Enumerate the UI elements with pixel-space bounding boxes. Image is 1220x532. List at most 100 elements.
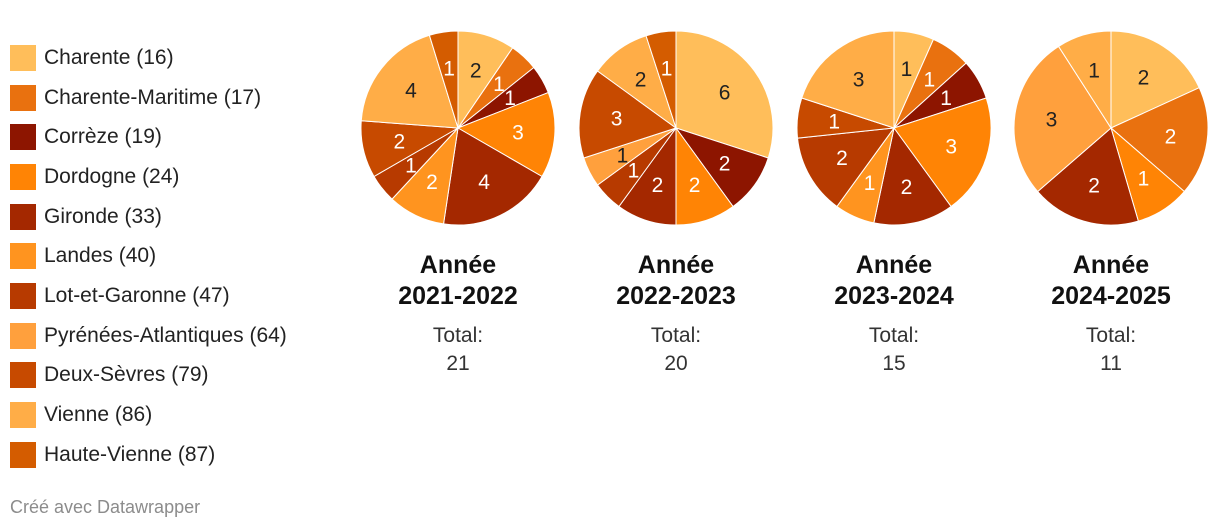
pie-slice-label: 4 — [405, 80, 417, 103]
pie-slice — [796, 127, 896, 208]
pie-slice — [442, 127, 543, 226]
legend-label: Corrèze (19) — [44, 125, 162, 149]
pie-slice-label: 2 — [470, 60, 482, 83]
pie-slice-label: 3 — [512, 121, 524, 144]
legend: Charente (16) Charente-Maritime (17) Corrè… — [10, 38, 340, 475]
legend-item: Pyrénées-Atlantiques (64) — [10, 316, 340, 356]
pie-slice — [1110, 30, 1200, 129]
pie-title-line1: Année — [1072, 251, 1150, 279]
pie-total-label: Total: — [1085, 324, 1137, 347]
legend-label: Deux-Sèvres (79) — [44, 363, 209, 387]
pie-slice-label: 2 — [1138, 66, 1150, 89]
pie-slice-label: 2 — [652, 174, 664, 197]
legend-label: Lot-et-Garonne (47) — [44, 283, 230, 307]
pie-total-label: Total: — [432, 324, 484, 347]
legend-item: Charente-Maritime (17) — [10, 78, 340, 118]
footer-credit: Créé avec Datawrapper — [10, 497, 201, 517]
pie-slice-label: 1 — [443, 58, 455, 81]
pie-slice-label: 2 — [719, 152, 731, 175]
legend-item: Haute-Vienne (87) — [10, 435, 340, 475]
legend-item: Gironde (33) — [10, 197, 340, 237]
pie-slice-label: 1 — [617, 144, 629, 167]
pie-title-line2: 2023-2024 — [834, 282, 954, 310]
pie-slice-label: 1 — [493, 73, 505, 96]
pie-total-value: 21 — [446, 352, 470, 375]
legend-swatch — [10, 362, 36, 389]
pie-slice-label: 1 — [405, 155, 417, 178]
pie-slice — [428, 30, 459, 129]
legend-swatch — [10, 243, 36, 270]
pie-slice-label: 2 — [1088, 175, 1100, 198]
legend-label: Pyrénées-Atlantiques (64) — [44, 323, 287, 347]
pie-chart: 2 2 1 2 3 1 Année 2024-2025 Total: 11 — [1002, 28, 1220, 378]
legend-swatch — [10, 163, 36, 190]
legend-label: Gironde (33) — [44, 204, 162, 228]
legend-item: Lot-et-Garonne (47) — [10, 276, 340, 316]
legend-swatch — [10, 44, 36, 71]
pie-slice — [873, 126, 952, 226]
pie-title: Année 2023-2024 — [785, 250, 1003, 312]
pie-total: Total: 15 — [785, 322, 1003, 378]
legend-label: Vienne (86) — [44, 403, 153, 427]
pie-title: Année 2021-2022 — [349, 250, 567, 312]
legend-item: Dordogne (24) — [10, 157, 340, 197]
pie-slice — [360, 34, 459, 129]
legend-swatch — [10, 441, 36, 468]
pie-slice-label: 2 — [394, 130, 406, 153]
legend-label: Dordogne (24) — [44, 164, 180, 188]
pie-chart: 1 1 1 3 2 1 2 1 3 Année 2023-2024 Total: 15 — [785, 28, 1003, 378]
pie-total-value: 20 — [664, 352, 688, 375]
pie-slice-label: 2 — [689, 174, 701, 197]
pie-slice-label: 4 — [478, 171, 490, 194]
pie-slice-label: 1 — [828, 111, 840, 134]
pie-slice-label: 1 — [1138, 168, 1150, 191]
pie-slice — [645, 30, 677, 129]
pie-slice-label: 6 — [719, 82, 731, 105]
pie-title: Année 2024-2025 — [1002, 250, 1220, 312]
pie-slice-label: 3 — [853, 68, 865, 91]
pie-title-line2: 2021-2022 — [398, 282, 518, 310]
pie-slice-label: 1 — [901, 58, 913, 81]
pie-slice — [1057, 30, 1112, 130]
legend-swatch — [10, 322, 36, 349]
pie-title-line1: Année — [637, 251, 715, 279]
legend-item: Landes (40) — [10, 236, 340, 276]
legend-item: Deux-Sèvres (79) — [10, 356, 340, 396]
legend-label: Landes (40) — [44, 244, 157, 268]
pie-slice — [675, 30, 774, 159]
pie-slice — [1110, 87, 1209, 193]
pie-slice — [578, 70, 678, 159]
pie-total: Total: 11 — [1002, 322, 1220, 378]
legend-swatch — [10, 124, 36, 151]
pie-slice-label: 1 — [628, 160, 640, 183]
legend-swatch — [10, 402, 36, 429]
pie-slice-label: 1 — [1088, 59, 1100, 82]
pie-slice-label: 3 — [611, 108, 623, 131]
pie-slice-label: 2 — [635, 68, 647, 91]
pie-slice — [801, 30, 895, 129]
pie-total-value: 11 — [1100, 352, 1122, 375]
legend-swatch — [10, 84, 36, 111]
pie-slice — [456, 91, 556, 178]
pie-title-line2: 2024-2025 — [1051, 282, 1171, 310]
legend-item: Vienne (86) — [10, 395, 340, 435]
pie-total-label: Total: — [650, 324, 702, 347]
pie-slice-label: 1 — [940, 87, 952, 110]
pie-title-line2: 2022-2023 — [616, 282, 736, 310]
pie-slice-label: 1 — [864, 172, 876, 195]
pie-slice-label: 2 — [901, 176, 913, 199]
legend-item: Charente (16) — [10, 38, 340, 78]
pie-total-value: 15 — [882, 352, 906, 375]
pie-slice-label: 2 — [1165, 126, 1177, 149]
pie-chart: 2 1 1 3 4 2 1 2 4 1 Année 2021-2022 Total: 21 — [349, 28, 567, 378]
pie-slice-label: 2 — [426, 171, 438, 194]
legend-swatch — [10, 203, 36, 230]
legend-swatch — [10, 282, 36, 309]
legend-label: Haute-Vienne (87) — [44, 442, 216, 466]
pie-slice-label: 1 — [924, 68, 936, 91]
pie-title: Année 2022-2023 — [567, 250, 785, 312]
pie-chart: 6 2 2 2 1 1 3 2 1 Année 2022-2023 Total: 20 — [567, 28, 785, 378]
